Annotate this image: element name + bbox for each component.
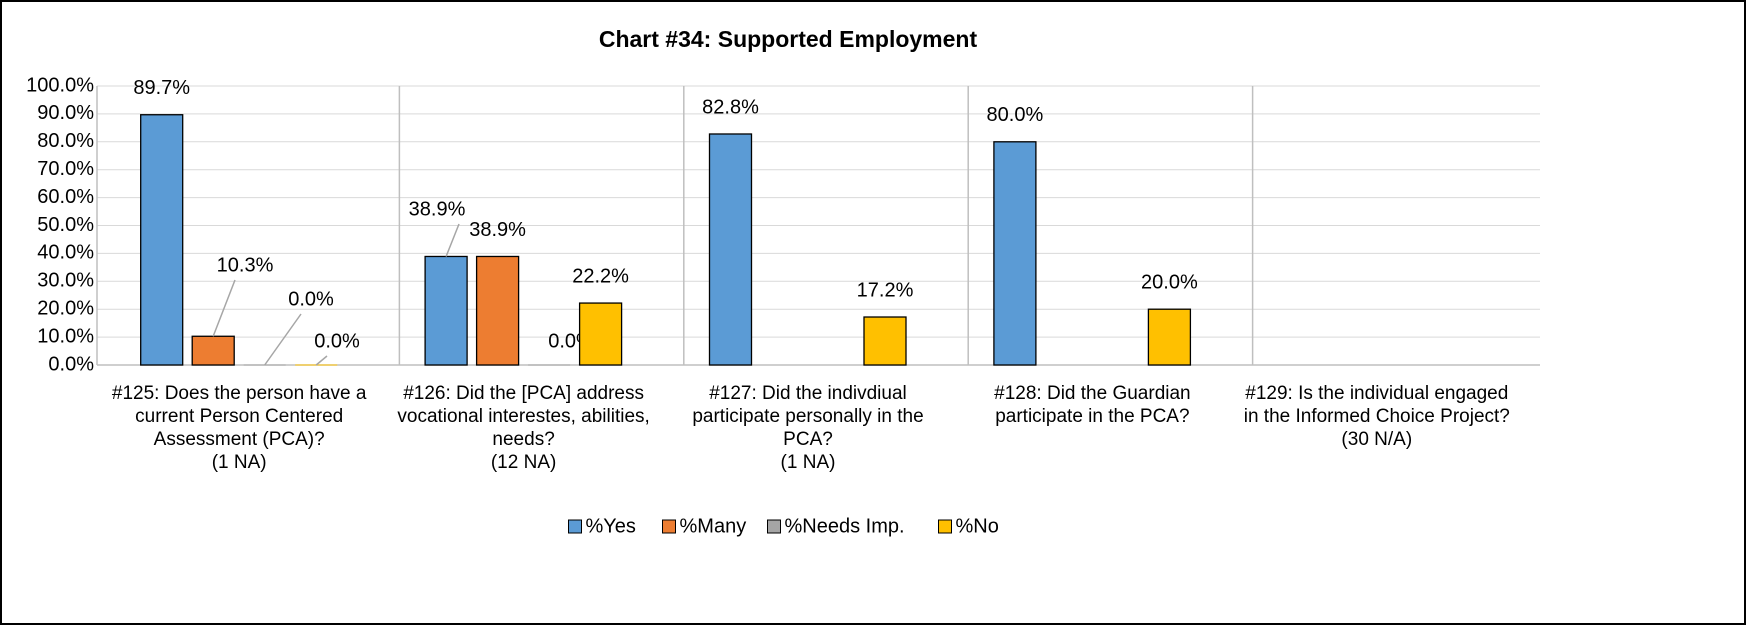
legend-label: %No [956, 515, 999, 537]
y-tick-label: 20.0% [37, 297, 94, 319]
y-tick-label: 0.0% [48, 353, 94, 375]
bar [708, 133, 753, 366]
bar [863, 316, 907, 366]
leader-line [315, 355, 328, 366]
leader-line [445, 223, 460, 257]
y-tick-label: 90.0% [37, 102, 94, 124]
x-tick-label: #127: Did the indivdiual participate per… [692, 383, 924, 473]
bar [578, 302, 623, 366]
y-tick-label: 100.0% [26, 74, 94, 96]
bar [1147, 308, 1192, 366]
bar [424, 255, 468, 366]
data-label: 22.2% [572, 265, 629, 287]
legend-swatch [938, 519, 952, 534]
x-tick-label: #126: Did the [PCA] address vocational i… [397, 383, 650, 473]
y-tick-label: 50.0% [37, 214, 94, 236]
x-tick-label: #128: Did the Guardian participate in th… [994, 383, 1191, 427]
legend-swatch [662, 519, 676, 534]
legend-label: %Needs Imp. [785, 515, 905, 537]
x-tick-label: #125: Does the person have a current Per… [111, 383, 367, 473]
data-label: 20.0% [1141, 271, 1198, 293]
y-tick-label: 70.0% [37, 158, 94, 180]
data-label: 0.0% [288, 288, 334, 310]
bar [475, 255, 520, 366]
legend-label: %Many [680, 515, 747, 537]
data-label: 82.8% [702, 96, 759, 118]
y-tick-label: 10.0% [37, 325, 94, 347]
bar [191, 335, 235, 366]
bar [993, 141, 1037, 366]
data-label: 10.3% [217, 254, 274, 276]
leader-line [264, 313, 302, 366]
y-tick-label: 60.0% [37, 186, 94, 208]
legend-swatch [767, 519, 781, 534]
data-label: 80.0% [987, 104, 1044, 126]
y-tick-label: 40.0% [37, 242, 94, 264]
data-label: 89.7% [133, 77, 190, 99]
y-tick-label: 80.0% [37, 130, 94, 152]
y-tick-label: 30.0% [37, 270, 94, 292]
data-label: 38.9% [409, 198, 466, 220]
chart-title: Chart #34: Supported Employment [599, 26, 978, 52]
data-label: 38.9% [469, 219, 526, 241]
x-tick-label: #129: Is the individual engaged in the I… [1243, 383, 1510, 450]
legend-label: %Yes [586, 515, 636, 537]
legend-swatch [568, 519, 582, 534]
leader-line [212, 279, 236, 337]
bar [140, 114, 184, 366]
data-label: 0.0% [314, 330, 360, 352]
data-label: 17.2% [857, 279, 914, 301]
